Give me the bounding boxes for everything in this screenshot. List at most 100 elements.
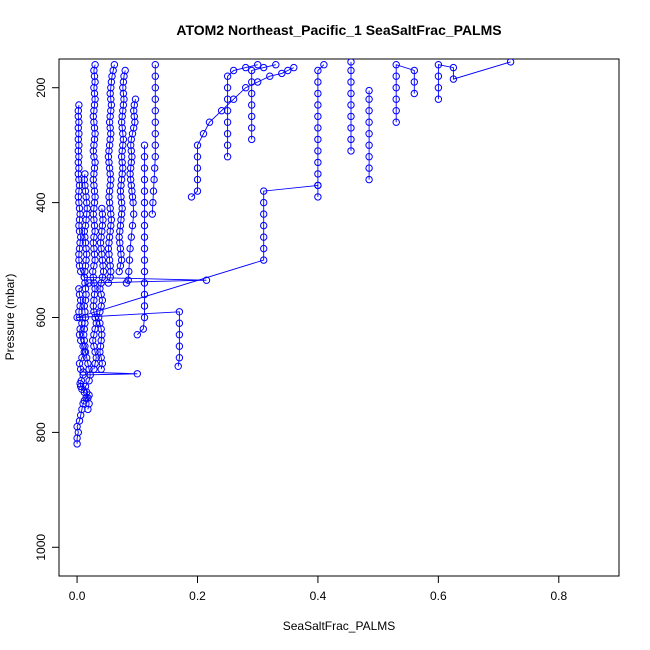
- data-point: [106, 124, 114, 132]
- data-point: [106, 135, 114, 144]
- data-point: [74, 193, 83, 201]
- data-point: [365, 141, 373, 149]
- data-point: [80, 227, 89, 236]
- series-line: [126, 99, 136, 284]
- data-series: [73, 101, 211, 448]
- data-point: [106, 262, 114, 270]
- data-point: [434, 72, 443, 80]
- data-point: [130, 112, 139, 121]
- data-point: [105, 239, 113, 247]
- data-point: [193, 141, 202, 149]
- data-point: [193, 153, 202, 161]
- data-point: [314, 147, 322, 155]
- data-point: [175, 342, 184, 350]
- data-point: [89, 267, 97, 276]
- data-point: [107, 175, 115, 184]
- data-point: [81, 348, 90, 356]
- data-point: [151, 107, 160, 115]
- data-series: [80, 170, 95, 414]
- data-point: [248, 78, 256, 86]
- data-point: [347, 59, 355, 66]
- data-point: [150, 175, 158, 184]
- data-point: [118, 112, 126, 121]
- data-point: [90, 141, 98, 149]
- data-point: [119, 101, 128, 109]
- data-point: [392, 95, 400, 103]
- data-point: [116, 221, 125, 230]
- data-point: [95, 313, 103, 322]
- y-tick-label: 1000: [34, 534, 48, 561]
- data-point: [117, 181, 125, 190]
- data-point: [107, 84, 115, 92]
- data-point: [90, 331, 98, 339]
- data-point: [105, 147, 113, 155]
- data-point: [77, 382, 85, 391]
- data-point: [223, 72, 232, 80]
- data-point: [260, 198, 268, 207]
- data-point: [223, 84, 232, 92]
- data-point: [74, 124, 83, 132]
- data-point: [81, 279, 89, 287]
- data-point: [75, 153, 83, 161]
- data-point: [140, 233, 149, 241]
- data-series: [187, 63, 298, 201]
- data-point: [105, 256, 114, 264]
- data-point: [107, 221, 115, 230]
- data-point: [193, 175, 202, 184]
- data-point: [73, 434, 81, 442]
- data-point: [91, 256, 99, 264]
- data-point: [106, 204, 114, 213]
- data-point: [278, 69, 286, 78]
- data-point: [410, 78, 418, 86]
- data-point: [107, 101, 116, 109]
- x-tick-label: 0.2: [189, 589, 206, 603]
- data-point: [116, 187, 125, 195]
- data-series: [115, 66, 129, 276]
- data-series: [434, 59, 515, 103]
- data-point: [175, 354, 184, 362]
- data-point: [365, 175, 373, 184]
- data-point: [90, 89, 99, 98]
- data-point: [139, 325, 148, 333]
- data-point: [90, 365, 98, 373]
- data-point: [98, 256, 107, 264]
- data-point: [392, 107, 400, 115]
- data-point: [223, 118, 232, 126]
- data-point: [99, 267, 108, 276]
- data-point: [89, 175, 98, 184]
- data-point: [365, 153, 373, 161]
- data-point: [75, 181, 84, 190]
- data-point: [127, 141, 135, 149]
- data-point: [119, 84, 127, 92]
- data-point: [290, 63, 298, 72]
- x-tick-label: 0.4: [310, 589, 327, 603]
- data-point: [77, 267, 85, 276]
- data-point: [81, 267, 89, 276]
- data-point: [81, 296, 90, 304]
- data-point: [91, 193, 99, 201]
- data-series: [223, 60, 262, 161]
- data-point: [140, 279, 149, 287]
- data-series: [73, 181, 322, 370]
- data-point: [77, 365, 85, 373]
- data-point: [193, 164, 202, 172]
- data-point: [90, 153, 98, 161]
- data-point: [118, 158, 126, 167]
- data-point: [254, 60, 262, 69]
- data-point: [248, 66, 256, 75]
- data-point: [127, 164, 135, 172]
- data-point: [130, 107, 138, 115]
- data-point: [97, 336, 105, 345]
- data-point: [117, 198, 126, 207]
- data-point: [347, 112, 355, 121]
- data-point: [89, 210, 98, 218]
- data-point: [128, 187, 136, 195]
- data-point: [140, 302, 149, 310]
- series-line: [227, 64, 258, 157]
- data-point: [106, 170, 114, 178]
- data-point: [81, 181, 89, 190]
- data-point: [96, 348, 104, 356]
- data-point: [90, 296, 98, 304]
- data-point: [129, 198, 137, 207]
- data-point: [127, 233, 136, 241]
